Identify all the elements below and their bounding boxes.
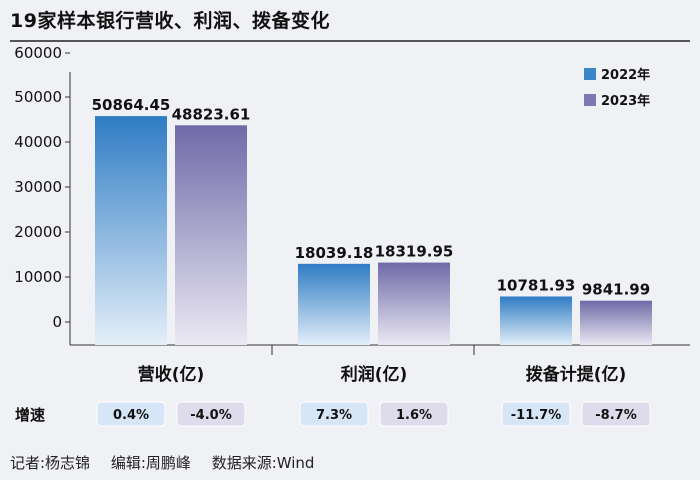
growth-row-label: 增速	[15, 406, 45, 424]
bar-2022	[500, 296, 572, 345]
legend-label: 2023年	[601, 93, 650, 109]
legend-swatch	[584, 94, 596, 106]
data-label: 48823.61	[172, 105, 251, 123]
category-label: 营收(亿)	[138, 364, 205, 385]
bar-2023	[580, 300, 652, 345]
y-tick-label: 60000	[14, 44, 62, 62]
growth-badge	[581, 401, 651, 427]
growth-badge	[176, 401, 246, 427]
bar-2023	[175, 125, 247, 345]
data-label: 18039.18	[295, 244, 374, 262]
growth-badge	[96, 401, 166, 427]
reporter-credit: 记者:杨志锦	[10, 454, 91, 472]
growth-value: -8.7%	[595, 408, 636, 423]
data-source: 数据来源:Wind	[211, 454, 315, 472]
y-tick-label: 0	[52, 313, 62, 331]
editor-credit: 编辑:周鹏峰	[110, 454, 191, 472]
legend-label: 2022年	[601, 67, 650, 83]
legend-swatch	[584, 68, 596, 80]
y-tick-label: 50000	[14, 88, 62, 106]
data-label: 10781.93	[497, 276, 576, 294]
data-label: 18319.95	[375, 243, 454, 261]
growth-value: -4.0%	[190, 408, 231, 423]
y-tick-label: 20000	[14, 223, 62, 241]
growth-value: -11.7%	[511, 408, 562, 423]
bar-2023	[378, 262, 450, 345]
growth-value: 7.3%	[316, 408, 352, 423]
bar-2022	[95, 116, 167, 345]
growth-value: 0.4%	[113, 408, 149, 423]
data-label: 50864.45	[92, 96, 171, 114]
bar-chart: 60000 50000 40000 30000 20000 10000 0 50864.45…	[14, 44, 690, 427]
y-tick-label: 10000	[14, 268, 62, 286]
title-divider	[10, 40, 690, 42]
growth-badge	[299, 401, 369, 427]
y-tick-label: 40000	[14, 133, 62, 151]
y-tick-label: 30000	[14, 178, 62, 196]
footer: 记者:杨志锦 编辑:周鹏峰 数据来源:Wind	[10, 452, 330, 473]
growth-badge	[501, 401, 571, 427]
bar-2022	[298, 263, 370, 345]
category-label: 利润(亿)	[341, 364, 408, 385]
chart-title: 19家样本银行营收、利润、拨备变化	[10, 10, 330, 32]
growth-badge	[379, 401, 449, 427]
category-label: 拨备计提(亿)	[526, 364, 627, 385]
data-label: 9841.99	[582, 281, 650, 299]
growth-value: 1.6%	[396, 408, 432, 423]
